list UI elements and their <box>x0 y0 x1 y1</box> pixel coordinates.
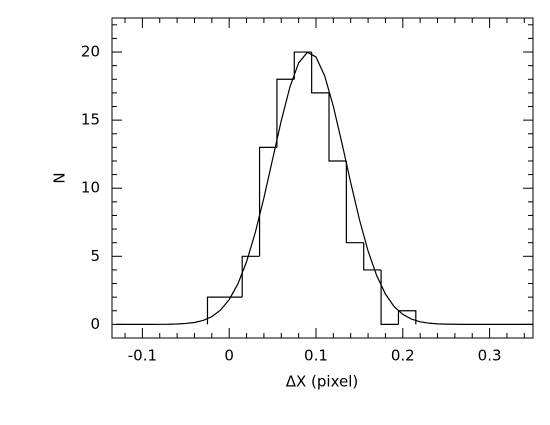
y-tick-label: 5 <box>90 247 100 265</box>
y-axis-title: N <box>51 172 69 183</box>
fit-curve <box>116 51 533 325</box>
y-tick-label: 10 <box>81 179 100 197</box>
x-tick-label: 0.1 <box>304 347 328 365</box>
x-axis-title: ΔX (pixel) <box>286 373 359 391</box>
histogram-bin <box>206 296 225 325</box>
x-tick-label: -0.1 <box>128 347 157 365</box>
histogram-bin <box>345 160 364 244</box>
x-tick-label: 0 <box>224 347 234 365</box>
y-tick-label: 0 <box>90 315 100 333</box>
plot-frame <box>111 17 534 339</box>
histogram-bin <box>276 78 295 148</box>
histogram-bin <box>241 255 260 298</box>
x-tick-label: 0.3 <box>478 347 502 365</box>
histogram-bin <box>380 269 399 325</box>
histogram-bin <box>311 52 330 94</box>
x-tick-label: 0.2 <box>391 347 415 365</box>
histogram-bin <box>293 51 312 80</box>
y-tick-label: 15 <box>81 111 100 129</box>
histogram-bin <box>328 92 347 162</box>
y-tick-label: 20 <box>81 43 100 61</box>
histogram-bin <box>397 310 417 325</box>
histogram-bin <box>258 146 277 257</box>
